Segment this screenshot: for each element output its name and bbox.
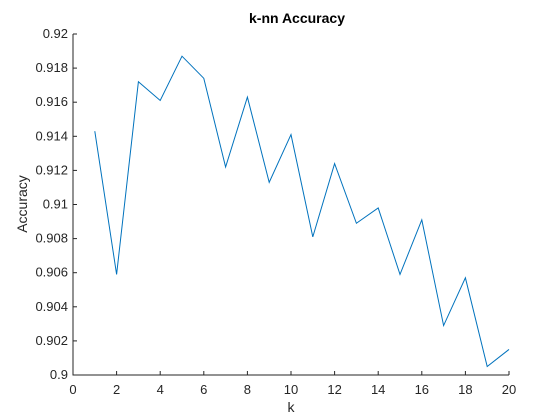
x-axis-label: k: [288, 399, 296, 415]
y-tick-label: 0.9: [50, 367, 68, 382]
plot-area: [94, 55, 510, 368]
y-tick-label: 0.902: [35, 333, 68, 348]
y-ticks: 0.9 0.902 0.904 0.906 0.908 0.91 0.912 0.914 0.9…: [35, 26, 77, 382]
x-tick-label: 16: [415, 382, 429, 397]
y-tick-label: 0.916: [35, 94, 68, 109]
y-tick-label: 0.912: [35, 162, 68, 177]
x-tick-label: 12: [327, 382, 341, 397]
y-axis-label: Accuracy: [14, 175, 30, 233]
y-tick-label: 0.91: [43, 197, 68, 212]
y-tick-label: 0.914: [35, 128, 68, 143]
y-tick-label: 0.908: [35, 231, 68, 246]
x-tick-label: 18: [458, 382, 472, 397]
x-tick-label: 6: [200, 382, 207, 397]
x-tick-label: 4: [157, 382, 164, 397]
x-tick-label: 10: [284, 382, 298, 397]
chart-title: k-nn Accuracy: [249, 10, 345, 26]
x-tick-label: 2: [113, 382, 120, 397]
x-ticks: 0 2 4 6 8 10 12 14 16 18 20: [69, 371, 516, 397]
x-tick-label: 0: [69, 382, 76, 397]
y-tick-label: 0.918: [35, 60, 68, 75]
y-tick-label: 0.904: [35, 299, 68, 314]
x-tick-label: 14: [371, 382, 385, 397]
y-tick-label: 0.92: [43, 26, 68, 41]
y-tick-label: 0.906: [35, 265, 68, 280]
x-tick-label: 20: [502, 382, 516, 397]
series-line-0: [94, 55, 510, 368]
x-tick-label: 8: [244, 382, 251, 397]
